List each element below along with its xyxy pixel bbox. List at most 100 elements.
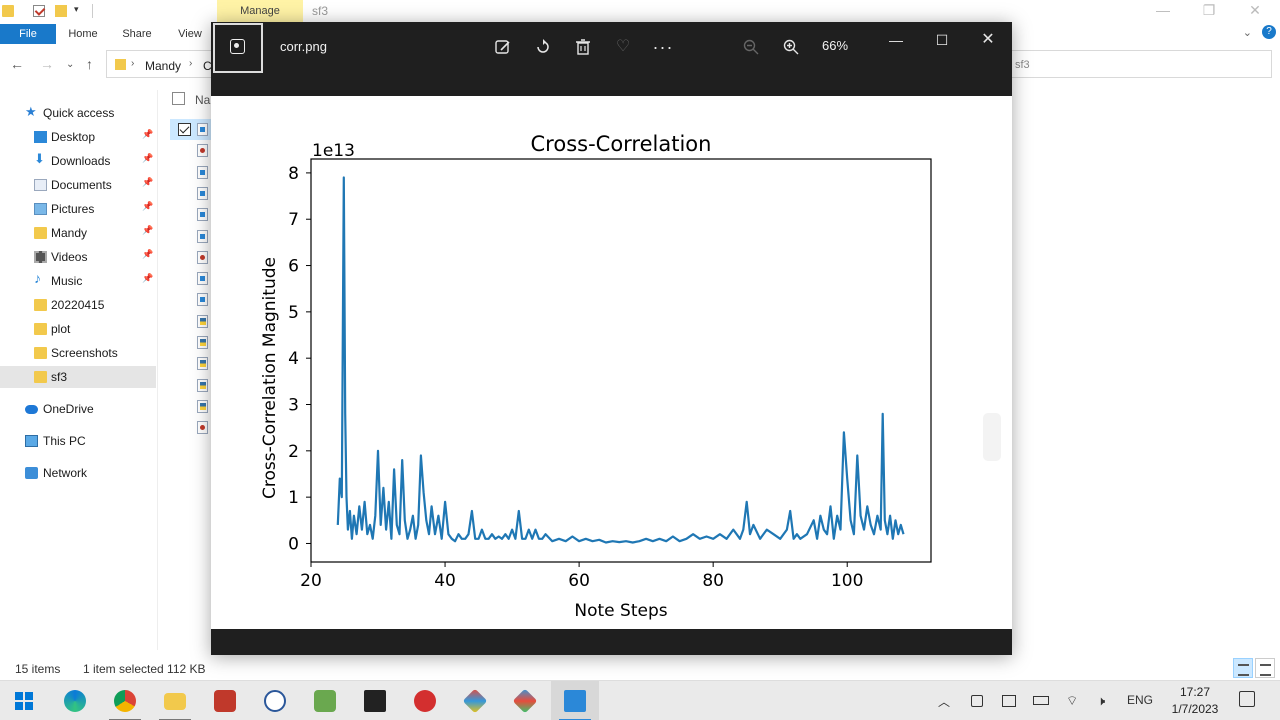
- select-all-checkbox[interactable]: [172, 92, 185, 105]
- search-box[interactable]: sf3: [1008, 50, 1272, 78]
- show-hidden-icons-icon[interactable]: ︿: [938, 695, 951, 709]
- language-indicator[interactable]: ENG: [1127, 693, 1154, 707]
- meet-now-icon[interactable]: [971, 695, 983, 707]
- taskbar-app-red-circle[interactable]: [401, 681, 449, 720]
- screen-capture-icon[interactable]: [1002, 695, 1016, 707]
- zoom-in-icon[interactable]: [776, 34, 806, 60]
- sidebar-item-onedrive[interactable]: OneDrive: [0, 398, 156, 420]
- tab-home[interactable]: Home: [68, 28, 98, 40]
- file-list-item[interactable]: [170, 183, 220, 204]
- help-icon[interactable]: ?: [1262, 25, 1276, 39]
- sidebar-item-documents[interactable]: Documents 📌: [0, 174, 156, 196]
- file-list-item[interactable]: [170, 353, 220, 374]
- row-checkbox[interactable]: [178, 123, 191, 136]
- taskbar-app-diamond[interactable]: [451, 681, 499, 720]
- image-canvas[interactable]: Cross-Correlation 1e13 Note Steps Cross-…: [211, 96, 1012, 629]
- sidebar-item-this-pc[interactable]: This PC: [0, 430, 156, 452]
- context-tab-manage[interactable]: Manage: [217, 0, 303, 22]
- sidebar-item-quick-access[interactable]: ★ Quick access: [0, 102, 156, 124]
- close-icon[interactable]: ✕: [981, 31, 995, 48]
- forward-icon[interactable]: →: [40, 56, 54, 72]
- taskbar-app-green[interactable]: [301, 681, 349, 720]
- taskbar-chrome[interactable]: [101, 681, 149, 720]
- chevron-right-icon[interactable]: ›: [131, 58, 135, 69]
- more-icon[interactable]: ···: [652, 37, 674, 57]
- file-list-item[interactable]: [170, 162, 220, 183]
- start-button[interactable]: [0, 681, 48, 720]
- sidebar-item-desktop[interactable]: Desktop 📌: [0, 126, 156, 148]
- taskbar-app-red[interactable]: [201, 681, 249, 720]
- y-tick-label: 1: [288, 488, 299, 508]
- properties-check-icon[interactable]: [33, 5, 45, 17]
- folder-icon: [34, 227, 47, 239]
- sidebar-item-music[interactable]: ♪ Music 📌: [0, 270, 156, 292]
- file-list-item[interactable]: [170, 311, 220, 332]
- edit-image-icon[interactable]: [488, 34, 518, 60]
- sidebar-item-videos[interactable]: Videos 📌: [0, 246, 156, 268]
- wifi-icon[interactable]: ⌔: [1066, 693, 1079, 708]
- tab-file[interactable]: File: [0, 24, 56, 44]
- back-icon[interactable]: ←: [10, 56, 24, 72]
- scroll-indicator[interactable]: [983, 413, 1001, 461]
- sidebar-item-20220415[interactable]: 20220415: [0, 294, 156, 316]
- new-folder-icon[interactable]: [55, 5, 67, 17]
- app-red-circle-icon: [414, 690, 436, 712]
- sidebar-item-sf3[interactable]: sf3: [0, 366, 156, 388]
- close-icon[interactable]: ✕: [1249, 2, 1261, 18]
- taskbar-edge[interactable]: [51, 681, 99, 720]
- large-icons-view-icon[interactable]: [1255, 658, 1275, 678]
- file-list-item[interactable]: [170, 247, 220, 268]
- details-view-icon[interactable]: [1233, 658, 1253, 678]
- file-list-item[interactable]: [170, 289, 220, 310]
- tab-view[interactable]: View: [178, 28, 202, 40]
- zoom-level[interactable]: 66%: [822, 38, 849, 53]
- expand-ribbon-icon[interactable]: ⌄: [1242, 27, 1252, 39]
- breadcrumb-mandy[interactable]: Mandy: [145, 59, 182, 73]
- file-list-item[interactable]: [170, 396, 220, 417]
- minimize-icon[interactable]: —: [889, 32, 903, 48]
- file-list-item[interactable]: [170, 332, 220, 353]
- recent-locations-icon[interactable]: ⌄: [66, 59, 75, 70]
- sidebar-item-screenshots[interactable]: Screenshots: [0, 342, 156, 364]
- notifications-icon[interactable]: [1239, 691, 1255, 707]
- volume-icon[interactable]: 🕨: [1097, 693, 1106, 708]
- file-list: Nar: [160, 86, 220, 650]
- minimize-icon[interactable]: —: [1156, 2, 1170, 18]
- python-file-icon: [197, 399, 208, 413]
- file-list-item[interactable]: [170, 226, 220, 247]
- sidebar-item-mandy[interactable]: Mandy 📌: [0, 222, 156, 244]
- file-list-item[interactable]: [170, 140, 220, 161]
- system-clock[interactable]: 17:27 1/7/2023: [1160, 684, 1230, 718]
- sidebar-item-downloads[interactable]: ⬇ Downloads 📌: [0, 150, 156, 172]
- battery-icon[interactable]: [1033, 696, 1049, 705]
- folder-icon[interactable]: [2, 5, 14, 17]
- favorite-icon[interactable]: ♡: [615, 38, 631, 55]
- taskbar-app-diamond-2[interactable]: [501, 681, 549, 720]
- image-thumbnail-icon[interactable]: [213, 23, 263, 73]
- rotate-icon[interactable]: [528, 34, 558, 60]
- taskbar-word[interactable]: [251, 681, 299, 720]
- restore-icon[interactable]: ❐: [1202, 2, 1216, 18]
- maximize-icon[interactable]: ☐: [935, 32, 949, 48]
- file-list-item[interactable]: [170, 204, 220, 225]
- tab-share[interactable]: Share: [122, 28, 152, 40]
- file-list-item[interactable]: [170, 417, 220, 438]
- taskbar-photos[interactable]: [551, 681, 599, 720]
- up-icon[interactable]: ↑: [86, 56, 93, 72]
- sidebar-item-label: Screenshots: [51, 346, 118, 360]
- column-header-name[interactable]: Nar: [195, 93, 215, 107]
- sidebar-item-plot[interactable]: plot: [0, 318, 156, 340]
- zoom-out-icon[interactable]: [736, 34, 766, 60]
- sidebar-item-pictures[interactable]: Pictures 📌: [0, 198, 156, 220]
- sidebar-item-label: Downloads: [51, 154, 111, 168]
- customize-toolbar-icon[interactable]: ▾: [74, 4, 79, 14]
- delete-icon[interactable]: [568, 34, 598, 60]
- file-list-item[interactable]: [170, 119, 220, 140]
- file-list-item[interactable]: [170, 375, 220, 396]
- navigation-pane: ★ Quick access Desktop 📌 ⬇ Downloads 📌 Document…: [0, 90, 158, 650]
- chevron-right-icon[interactable]: ›: [189, 58, 193, 69]
- taskbar-file-explorer[interactable]: [151, 681, 199, 720]
- file-list-item[interactable]: [170, 268, 220, 289]
- taskbar-terminal[interactable]: [351, 681, 399, 720]
- sidebar-item-network[interactable]: Network: [0, 462, 156, 484]
